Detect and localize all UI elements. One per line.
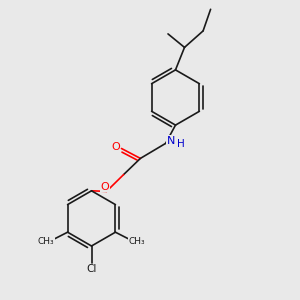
Text: Cl: Cl <box>86 264 97 274</box>
Text: N: N <box>167 136 175 146</box>
Text: O: O <box>111 142 120 152</box>
Text: O: O <box>100 182 109 192</box>
Text: CH₃: CH₃ <box>129 237 145 246</box>
Text: H: H <box>177 139 185 149</box>
Text: CH₃: CH₃ <box>38 237 54 246</box>
